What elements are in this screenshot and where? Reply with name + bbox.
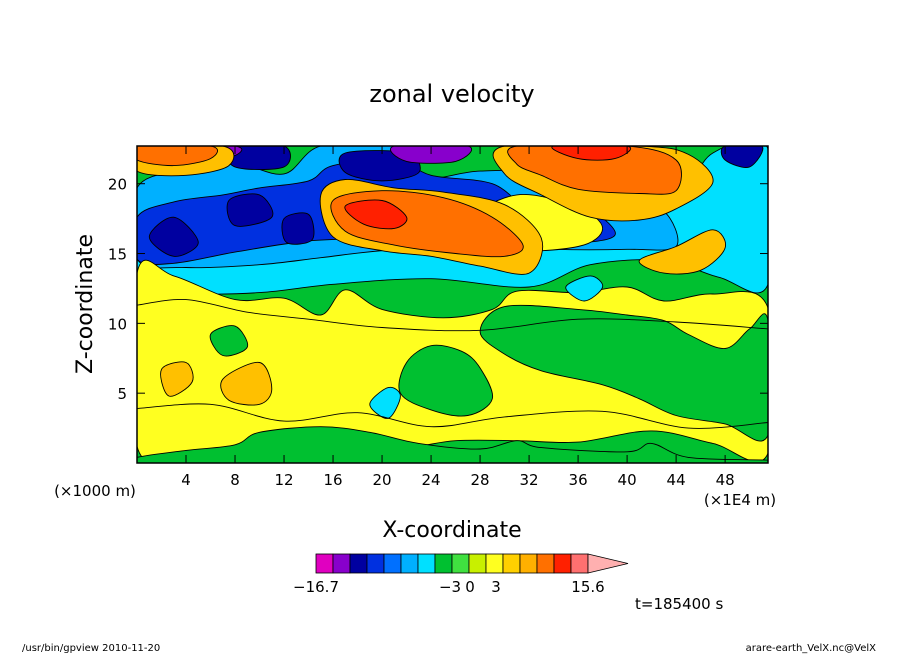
colorbar-segment [502,553,521,574]
time-label: t=185400 s [635,595,723,613]
contour-region [209,325,249,357]
file-line: arare-earth_VelX.nc@VelX [746,643,877,654]
contour-region [565,275,604,302]
colorbar-segment [451,553,470,574]
plot-area [136,145,769,464]
x-tick-label: 4 [181,471,191,489]
colorbar-segment [434,553,453,574]
colorbar [315,553,629,574]
contour-region [551,146,632,161]
contour-lines [137,299,768,429]
colorbar-segment [349,553,368,574]
colorbar-segment [383,553,402,574]
x-tick-label: 40 [618,471,637,489]
program-line: /usr/bin/gpview 2010-11-20 [22,643,160,654]
x-axis-ticks: 4 8 12 16 20 24 28 32 36 40 44 48 [181,146,735,489]
colorbar-segment [417,553,436,574]
contour-region [390,146,473,164]
y-tick-label: 5 [117,385,127,403]
contour-region [160,361,194,397]
contour-line [137,403,768,429]
colorbar-segment [366,553,385,574]
colorbar-segment [519,553,538,574]
contour-region [398,344,494,417]
contour-region [344,199,408,230]
plot-frame [136,145,769,464]
contour-region [148,216,199,257]
x-tick-label: 28 [471,471,490,489]
x-tick-label: 8 [230,471,240,489]
y-scale-note: (×1000 m) [54,482,136,500]
colorbar-segment [468,553,487,574]
x-tick-label: 20 [373,471,392,489]
contour-region [226,193,274,227]
colorbar-segment [553,553,572,574]
contour-region [137,146,218,167]
y-axis-ticks: 5 10 15 20 [108,176,768,403]
colorbar-labels: −16.7 −3 0 3 15.6 [293,578,605,596]
x-tick-label: 44 [667,471,686,489]
y-tick-label: 15 [108,246,127,264]
colorbar-segment [570,553,589,574]
y-tick-label: 10 [108,315,127,333]
y-tick-label: 20 [108,176,127,194]
y-axis-label: Z-coordinate [73,234,98,374]
x-axis-label: X-coordinate [382,518,521,543]
contour-region [720,146,764,168]
x-tick-label: 24 [422,471,441,489]
colorbar-segment [485,553,504,574]
contour-region [638,229,726,275]
colorbar-label: −16.7 [293,578,339,596]
x-tick-label: 48 [716,471,735,489]
colorbar-segment [400,553,419,574]
colorbar-segment [315,553,334,574]
colorbar-label: 15.6 [571,578,604,596]
x-scale-note: (×1E4 m) [704,491,776,509]
contour-region [220,362,273,406]
contour-region [479,304,768,442]
chart-title: zonal velocity [369,80,534,108]
contour-region [281,212,315,245]
colorbar-segment [536,553,555,574]
colorbar-label: 0 [465,578,475,596]
x-tick-label: 12 [274,471,293,489]
contour-line [137,299,768,332]
x-tick-label: 16 [323,471,342,489]
colorbar-segment [332,553,351,574]
colorbar-label: −3 [439,578,461,596]
x-tick-label: 32 [520,471,539,489]
colorbar-label: 3 [491,578,501,596]
contour-region [137,426,768,463]
colorbar-arrow [587,553,629,574]
x-tick-label: 36 [569,471,588,489]
